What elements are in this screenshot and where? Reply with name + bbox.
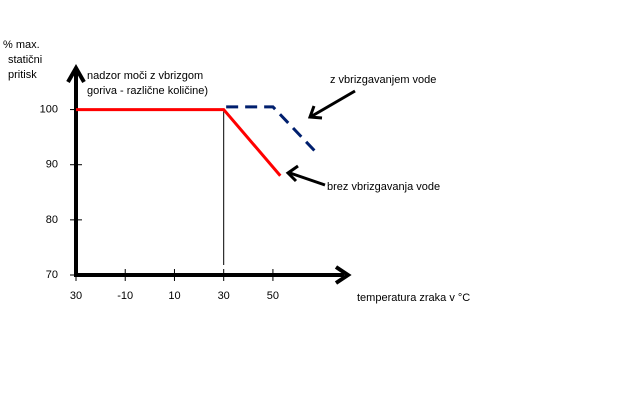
y-tick-label: 100 — [40, 103, 58, 115]
x-axis-arrow — [334, 265, 352, 285]
y-tick-label: 90 — [46, 159, 58, 171]
y-tick-label: 70 — [46, 269, 58, 281]
y-axis-label: % max. — [3, 39, 40, 51]
y-tick-label: 80 — [46, 214, 58, 226]
annotation: goriva - različne količine) — [87, 85, 208, 97]
y-axis-arrow — [66, 63, 86, 83]
series-line — [76, 108, 282, 177]
series-line — [226, 105, 316, 152]
annotation: nadzor moči z vbrizgom — [87, 70, 203, 82]
pointer-arrow — [311, 89, 356, 118]
x-axis-label: temperatura zraka v °C — [357, 292, 470, 304]
y-axis-label: pritisk — [8, 69, 37, 81]
x-tick-label: -10 — [117, 290, 133, 302]
pointer-arrow-head — [285, 164, 299, 183]
x-tick-label: 50 — [267, 290, 279, 302]
x-tick-label: 30 — [70, 290, 82, 302]
pointer-arrow-head — [307, 105, 323, 120]
series-label: z vbrizgavanjem vode — [330, 74, 436, 86]
x-tick-label: 10 — [168, 290, 180, 302]
pointer-arrow — [289, 171, 326, 187]
x-tick-label: 30 — [218, 290, 230, 302]
series-label: brez vbrizgavanja vode — [327, 181, 440, 193]
y-axis-label: statični — [8, 54, 42, 66]
